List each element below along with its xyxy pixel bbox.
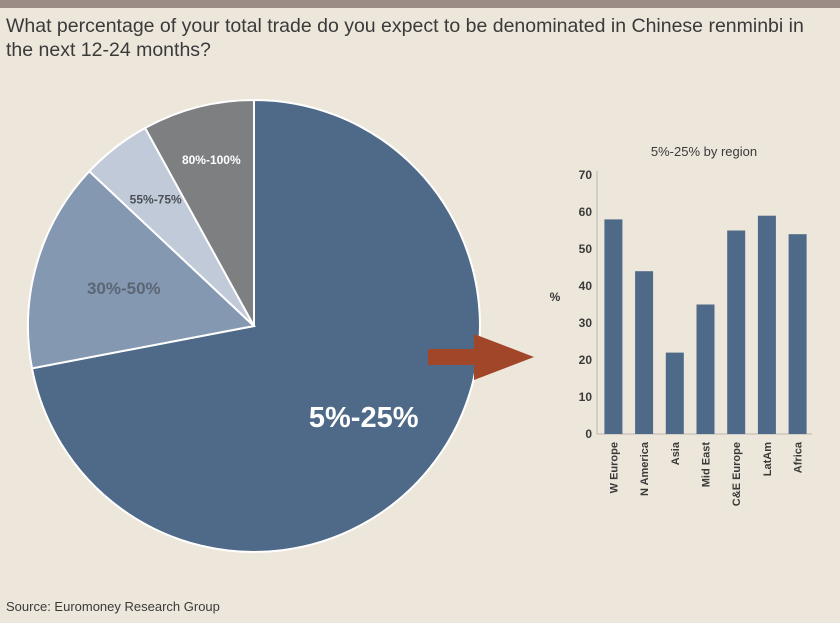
- y-tick-label: 40: [579, 279, 593, 293]
- bar-chart-title: 5%-25% by region: [651, 144, 757, 159]
- bar-mid-east: [696, 304, 715, 434]
- y-tick-label: 0: [585, 427, 592, 441]
- bar-w-europe: [604, 219, 623, 434]
- y-tick-label: 30: [579, 316, 593, 330]
- pie-label-5-25: 5%-25%: [309, 402, 419, 434]
- y-tick-label: 50: [579, 242, 593, 256]
- y-tick-label: 60: [579, 205, 593, 219]
- pie-slice-80-100: [143, 98, 255, 327]
- x-tick-label-n-america: N America: [639, 441, 651, 496]
- x-tick-label-w-europe: W Europe: [608, 442, 620, 493]
- pie-slice-30-50: [27, 169, 257, 370]
- bar-latam: [757, 215, 776, 434]
- pie-label-55-75: 55%-75%: [130, 192, 182, 206]
- bar-asia: [665, 352, 684, 434]
- callout-arrow: [428, 334, 534, 380]
- x-tick-label-cande-europe: C&E Europe: [731, 442, 743, 506]
- source-note: Source: Euromoney Research Group: [6, 599, 220, 614]
- bar-chart: 5%-25% by region % 0 10 20 30 40 50 60 70 W Euro…: [550, 144, 812, 506]
- bar-chart-y-axis-label: %: [550, 290, 561, 304]
- bar-n-america: [635, 271, 654, 434]
- bar-cande-europe: [727, 230, 746, 434]
- y-tick-label: 70: [579, 168, 593, 182]
- pie-label-30-50: 30%-50%: [87, 279, 161, 298]
- bar-africa: [788, 234, 807, 434]
- pie-label-80-100: 80%-100%: [182, 153, 241, 167]
- x-tick-label-asia: Asia: [670, 441, 682, 465]
- x-tick-label-africa: Africa: [793, 441, 805, 473]
- pie-chart: 5%-25% 30%-50% 55%-75% 80%-100%: [27, 98, 481, 553]
- top-accent-bar: [0, 0, 840, 8]
- y-tick-label: 20: [579, 353, 593, 367]
- chart-question-title: What percentage of your total trade do y…: [6, 15, 804, 61]
- pie-slice-5-25: [30, 98, 481, 553]
- x-tick-label-latam: LatAm: [762, 442, 774, 476]
- x-tick-label-mid-east: Mid East: [701, 442, 713, 488]
- y-tick-label: 10: [579, 390, 593, 404]
